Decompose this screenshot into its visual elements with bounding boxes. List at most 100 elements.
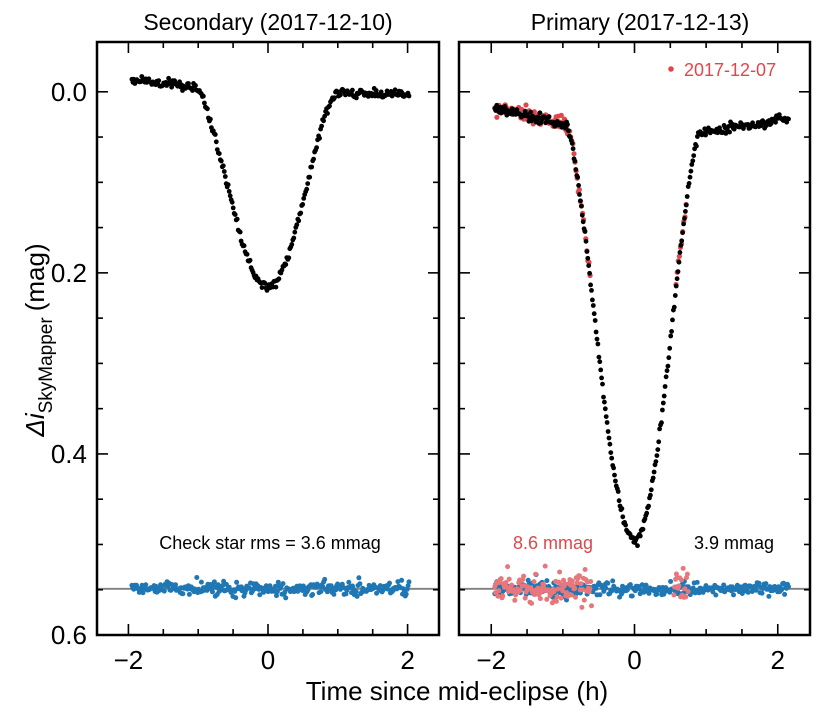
data-point [286, 255, 291, 260]
data-point [659, 420, 664, 425]
data-point [595, 337, 600, 342]
secondary-x-tick-labels: −2 0 2 [114, 645, 415, 675]
x-axis-label: Time since mid-eclipse (h) [306, 676, 608, 706]
data-point [338, 92, 343, 97]
check-star-point [331, 592, 336, 597]
data-point [327, 104, 332, 109]
data-point [242, 243, 247, 248]
data-point [407, 94, 412, 99]
data-point [599, 376, 604, 381]
check-star-point [194, 575, 199, 580]
comparison-check-star-point [543, 564, 548, 569]
comparison-check-star-point [554, 599, 559, 604]
data-point [214, 139, 219, 144]
comparison-check-star-point [671, 592, 676, 597]
data-point [571, 146, 576, 151]
data-point [575, 175, 580, 180]
comparison-check-star-point [500, 594, 505, 599]
data-point [611, 466, 616, 471]
data-point [238, 230, 243, 235]
data-point [222, 169, 227, 174]
data-point [298, 211, 303, 216]
secondary-check-star-points [129, 575, 411, 600]
check-star-point [162, 589, 167, 594]
data-point [680, 230, 685, 235]
data-point [576, 183, 581, 188]
check-star-point [322, 577, 327, 582]
data-point [585, 249, 590, 254]
comparison-check-star-point [685, 572, 690, 577]
data-point [594, 330, 599, 335]
data-point [694, 144, 699, 149]
x-tick-label: −2 [114, 645, 144, 675]
data-point [277, 276, 282, 281]
check-star-point [603, 586, 608, 591]
comparison-check-star-point [579, 605, 584, 610]
legend-marker [668, 66, 674, 72]
data-point [646, 504, 651, 509]
comparison-check-star-point [582, 598, 587, 603]
check-star-point [318, 589, 323, 594]
comparison-data-point [577, 187, 582, 192]
data-point [657, 427, 662, 432]
comparison-check-star-point [588, 579, 593, 584]
comparison-check-star-point [587, 586, 592, 591]
data-point [670, 318, 675, 323]
data-point [602, 400, 607, 405]
data-point [683, 209, 688, 214]
data-point [635, 543, 640, 548]
comparison-check-star-point [521, 574, 526, 579]
data-point [221, 163, 226, 168]
check-star-point [731, 592, 736, 597]
data-point [227, 189, 232, 194]
data-point [655, 453, 660, 458]
data-point [606, 429, 611, 434]
data-point [648, 493, 653, 498]
data-point [314, 145, 319, 150]
data-point [608, 442, 613, 447]
check-star-point [668, 579, 673, 584]
data-point [586, 263, 591, 268]
data-point [585, 256, 590, 261]
data-point [201, 94, 206, 99]
check-star-point [276, 580, 281, 585]
x-tick-label: 2 [771, 645, 785, 675]
data-point [596, 342, 601, 347]
panel-title-secondary: Secondary (2017-12-10) [143, 9, 392, 35]
comparison-check-star-point [559, 596, 564, 601]
data-point [666, 364, 671, 369]
data-point [605, 420, 610, 425]
data-point [311, 157, 316, 162]
data-point [205, 106, 210, 111]
data-point [674, 284, 679, 289]
x-tick-label: 0 [261, 645, 275, 675]
check-star-point [786, 584, 791, 589]
check-star-point [310, 592, 315, 597]
data-point [319, 124, 324, 129]
comparison-data-point [523, 102, 528, 107]
data-point [300, 202, 305, 207]
comparison-check-star-point [499, 576, 504, 581]
check-star-point [782, 592, 787, 597]
y-tick-label: 0.6 [51, 620, 87, 650]
comparison-rms-annotation: 8.6 mmag [513, 533, 593, 553]
data-point [304, 187, 309, 192]
data-point [654, 459, 659, 464]
data-point [538, 110, 543, 115]
data-point [662, 394, 667, 399]
panel-primary: Primary (2017-12-13) 8.6 mmag 3.9 mmag 2… [459, 9, 810, 675]
data-point [600, 382, 605, 387]
comparison-check-star-point [683, 594, 688, 599]
panel-secondary: Secondary (2017-12-10) Check star rms = … [51, 9, 439, 675]
data-point [587, 271, 592, 276]
data-point [321, 118, 326, 123]
data-point [235, 217, 240, 222]
data-point [666, 355, 671, 360]
data-point [665, 368, 670, 373]
data-point [231, 206, 236, 211]
comparison-check-star-point [538, 596, 543, 601]
check-star-point [695, 580, 700, 585]
data-point [291, 236, 296, 241]
data-point [668, 334, 673, 339]
data-point [289, 242, 294, 247]
